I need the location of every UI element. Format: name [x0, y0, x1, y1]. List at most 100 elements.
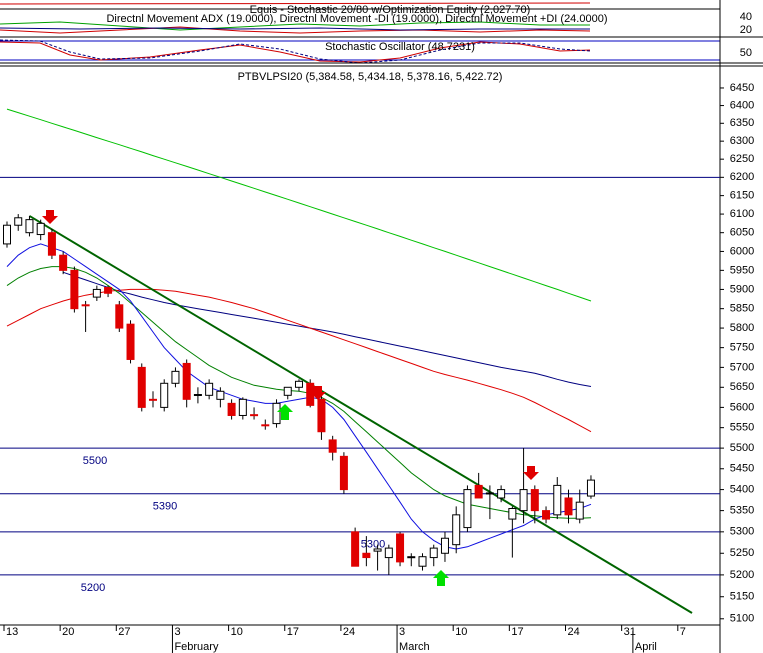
dmi-level-label: 40 — [740, 11, 752, 23]
candle-body — [351, 531, 360, 567]
y-tick-label: 6000 — [730, 245, 754, 257]
dmi-level-label: 20 — [740, 24, 752, 36]
candle-body — [530, 489, 539, 512]
y-tick-label: 6450 — [730, 82, 754, 94]
candle-body — [92, 288, 101, 298]
candle-body — [250, 414, 259, 417]
y-tick-label: 5500 — [730, 442, 754, 454]
candle-body — [586, 479, 595, 497]
candle-body — [328, 439, 337, 453]
candle-body — [81, 304, 90, 307]
indicator-line — [0, 27, 590, 31]
y-tick-label: 5150 — [730, 591, 754, 603]
candle-body — [440, 537, 449, 554]
candle-body — [36, 222, 45, 236]
support-label: 5390 — [153, 501, 177, 513]
candle-body — [227, 402, 236, 416]
candle-body — [553, 484, 562, 516]
candle-body — [564, 497, 573, 516]
candle-body — [294, 380, 303, 388]
y-tick-label: 5700 — [730, 361, 754, 373]
y-tick-label: 5800 — [730, 322, 754, 334]
y-tick-label: 5300 — [730, 526, 754, 538]
candle-body — [104, 287, 113, 294]
y-tick-label: 6250 — [730, 153, 754, 165]
candle-body — [171, 370, 180, 384]
x-tick-label: 17 — [511, 626, 523, 638]
candle-body — [193, 394, 202, 397]
candle-body — [283, 386, 292, 396]
y-tick-label: 5550 — [730, 422, 754, 434]
candle-body — [14, 217, 23, 226]
x-tick-label: 20 — [62, 626, 74, 638]
candle-body — [137, 366, 146, 408]
x-tick-label: 24 — [568, 626, 580, 638]
month-label: March — [399, 641, 430, 653]
candle-body — [115, 304, 124, 329]
buy-signal — [433, 570, 449, 586]
y-tick-label: 5450 — [730, 463, 754, 475]
candle-body — [272, 402, 281, 425]
sell-signal — [523, 466, 539, 480]
y-tick-label: 6050 — [730, 227, 754, 239]
candle-body — [238, 398, 247, 416]
candle-body — [485, 492, 494, 495]
y-tick-label: 5200 — [730, 569, 754, 581]
x-tick-label: 10 — [455, 626, 467, 638]
candle-body — [3, 224, 11, 245]
dmi-title: Directnl Movement ADX (19.0000), Directn… — [106, 13, 607, 25]
candle-body — [261, 424, 270, 427]
candle-body — [373, 548, 382, 552]
moving-average — [63, 271, 592, 387]
moving-average — [6, 108, 592, 302]
candle-body — [182, 362, 191, 400]
support-label: 5500 — [83, 455, 107, 467]
month-label: April — [635, 641, 657, 653]
moving-average — [6, 266, 592, 519]
indicator-line — [0, 26, 591, 34]
x-tick-label: 17 — [287, 626, 299, 638]
y-tick-label: 6400 — [730, 99, 754, 111]
y-tick-label: 5100 — [730, 613, 754, 625]
support-label: 5300 — [361, 539, 385, 551]
candle-body — [418, 556, 427, 567]
buy-signal — [277, 404, 293, 420]
candle-body — [339, 455, 348, 491]
y-tick-label: 5900 — [730, 283, 754, 295]
y-tick-label: 5650 — [730, 381, 754, 393]
candle-body — [59, 254, 68, 271]
y-tick-label: 6100 — [730, 208, 754, 220]
candle-body — [519, 489, 528, 512]
y-tick-label: 5950 — [730, 264, 754, 276]
indicator-line — [0, 21, 590, 31]
sell-signal — [42, 210, 58, 224]
indicator-line — [0, 39, 591, 64]
candle-body — [47, 232, 56, 256]
y-tick-label: 6200 — [730, 171, 754, 183]
x-tick-label: 3 — [399, 626, 405, 638]
candle-body — [508, 508, 517, 520]
candle-body — [407, 556, 416, 559]
candle-body — [452, 514, 461, 546]
candle-body — [205, 382, 214, 396]
y-tick-label: 5350 — [730, 505, 754, 517]
candle-body — [317, 398, 326, 433]
x-tick-label: 3 — [174, 626, 180, 638]
candle-body — [463, 489, 472, 529]
y-tick-label: 5850 — [730, 303, 754, 315]
candle-body — [160, 382, 169, 408]
candle-body — [474, 484, 483, 499]
candle-body — [70, 269, 79, 310]
support-label: 5200 — [81, 582, 105, 594]
x-tick-label: 27 — [118, 626, 130, 638]
x-tick-label: 24 — [343, 626, 355, 638]
stochastic-title: Stochastic Oscillator (48.7231) — [325, 41, 475, 53]
sell-signal — [310, 386, 326, 400]
x-tick-label: 13 — [6, 626, 18, 638]
x-tick-label: 10 — [231, 626, 243, 638]
y-tick-label: 6300 — [730, 135, 754, 147]
candle-body — [542, 510, 551, 520]
y-tick-label: 5250 — [730, 547, 754, 559]
